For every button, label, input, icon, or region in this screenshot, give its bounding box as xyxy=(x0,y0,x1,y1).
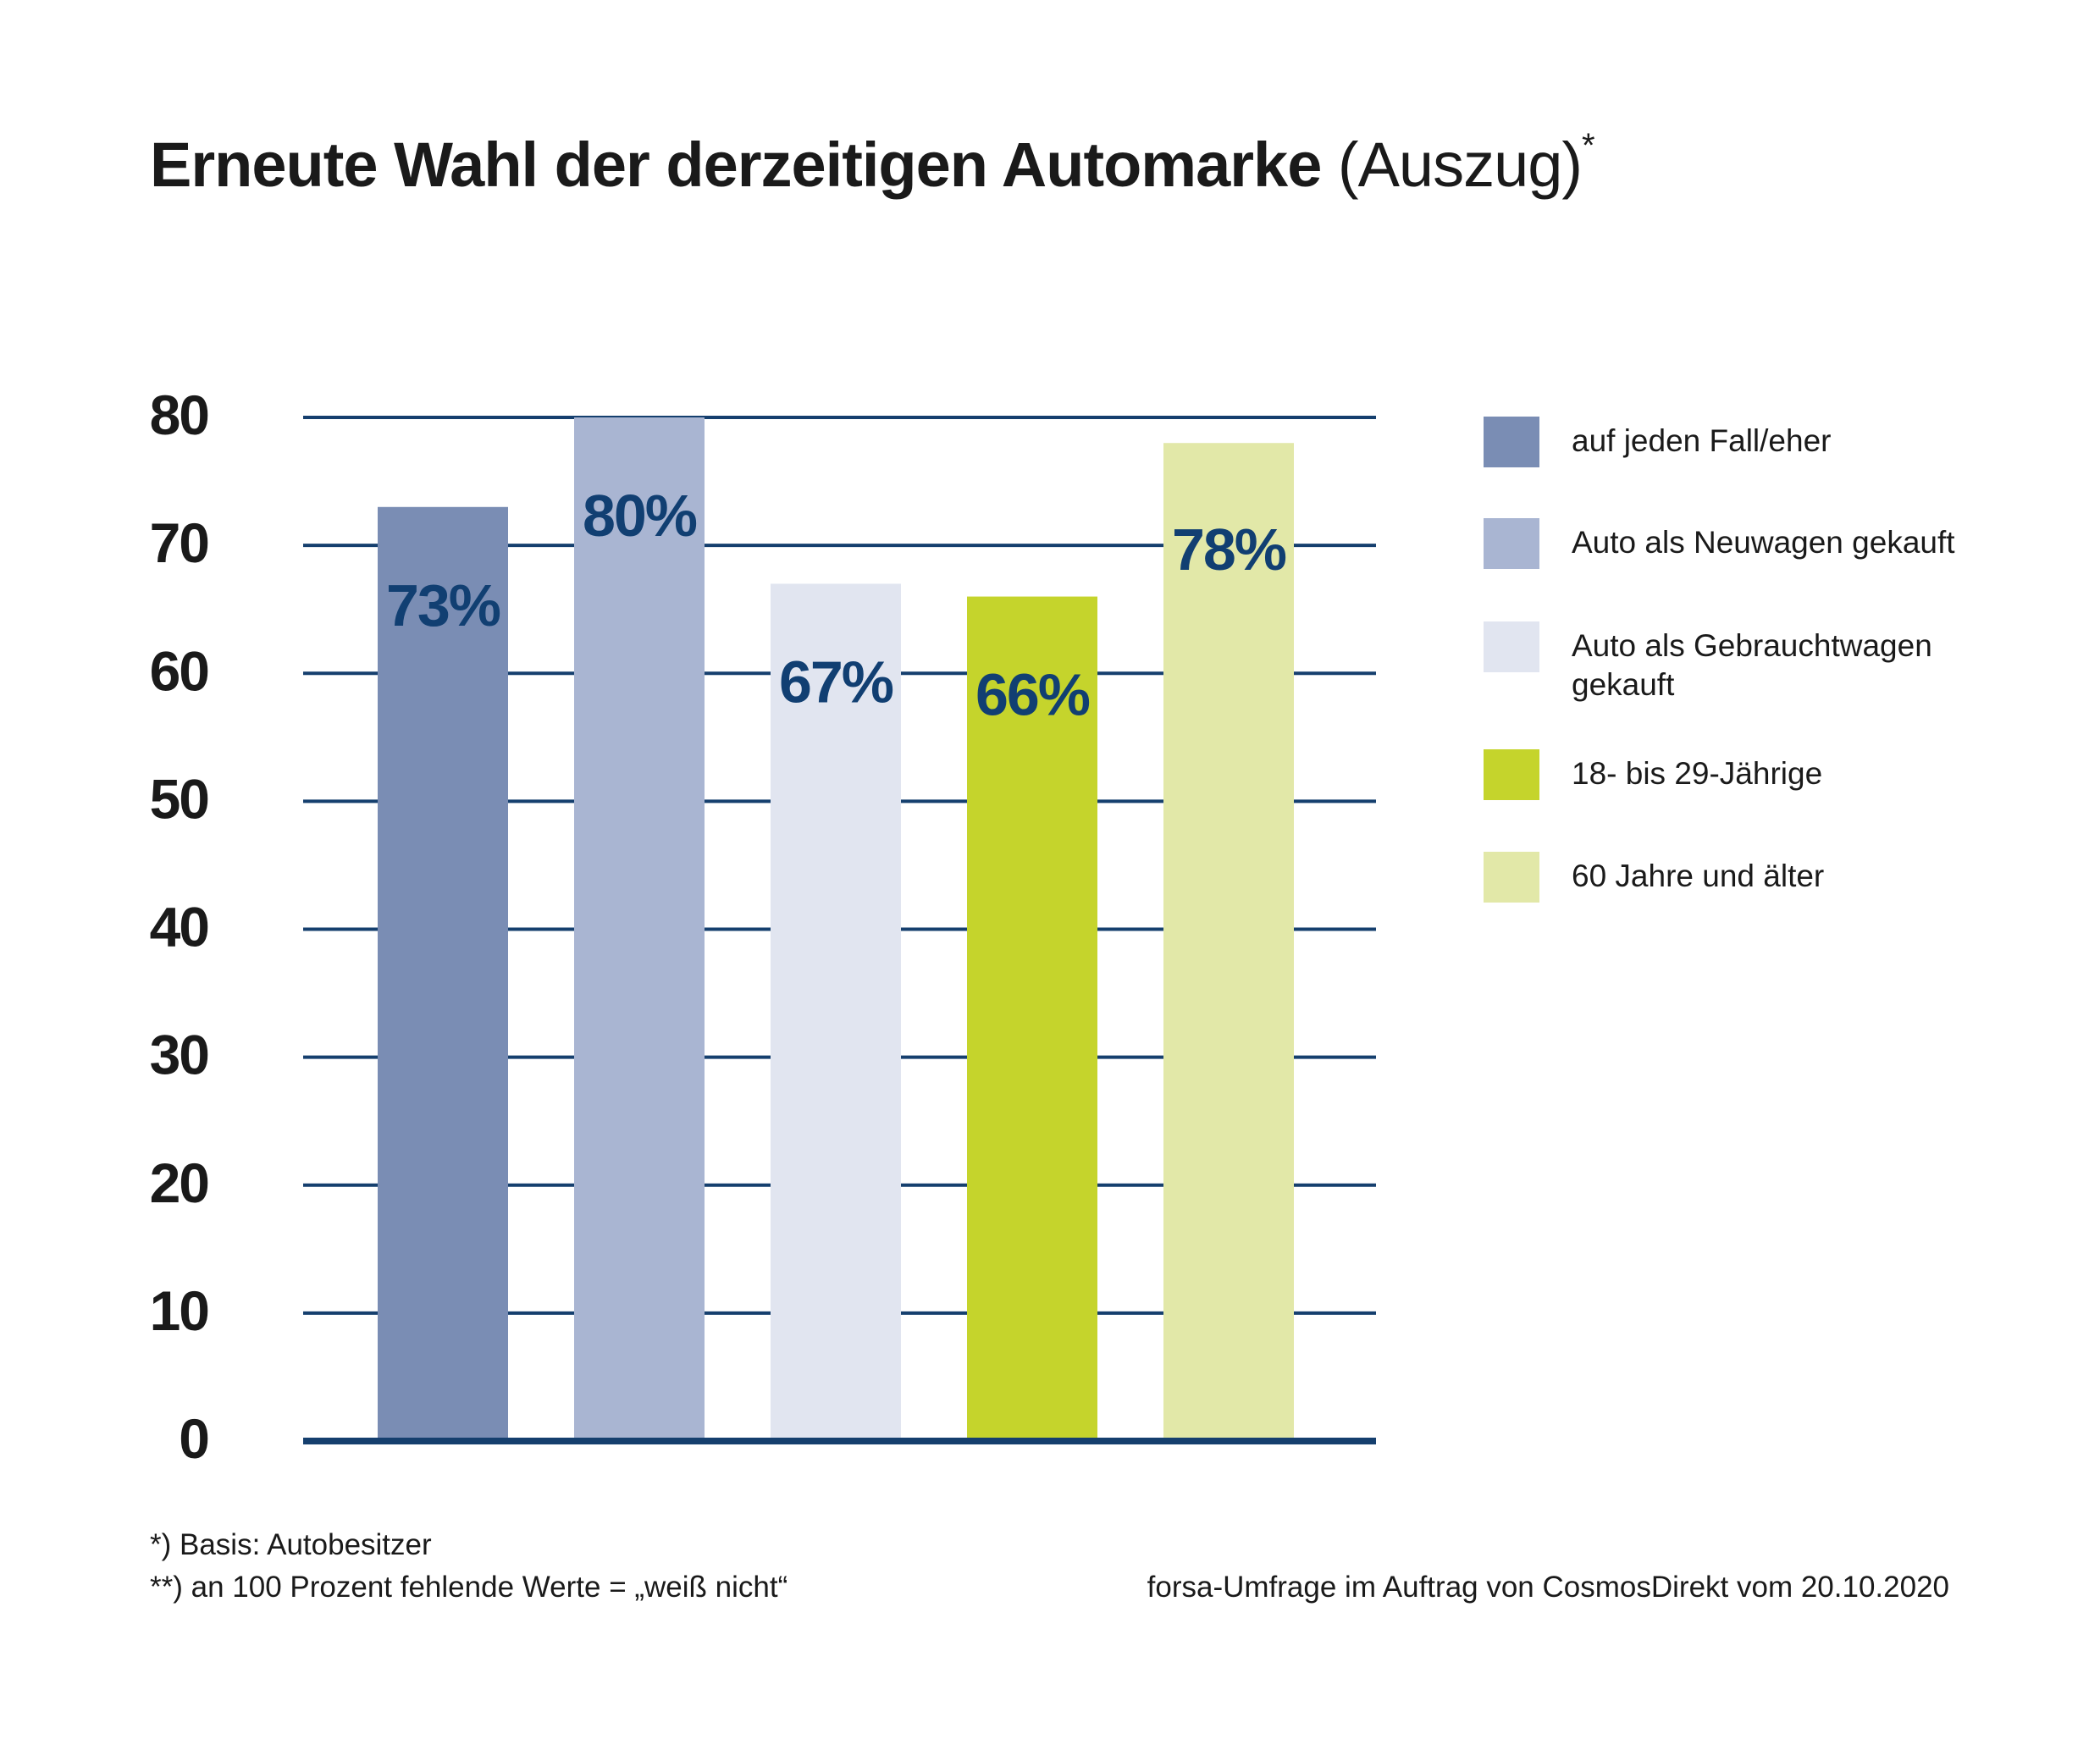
legend-label: 60 Jahre und älter xyxy=(1572,859,1825,893)
chart-title-star: * xyxy=(1582,127,1595,164)
footnote-basis: *) Basis: Autobesitzer xyxy=(150,1528,432,1561)
bar xyxy=(1163,443,1294,1441)
y-tick-label: 70 xyxy=(150,511,208,574)
bar xyxy=(378,506,508,1441)
legend-swatch xyxy=(1484,518,1539,569)
y-tick-label: 80 xyxy=(150,384,208,446)
legend-label: auf jeden Fall/eher xyxy=(1572,423,1832,458)
y-tick-label: 20 xyxy=(150,1151,208,1214)
chart-title-main: Erneute Wahl der derzeitigen Automarke xyxy=(150,130,1322,200)
footnote-missing: **) an 100 Prozent fehlende Werte = „wei… xyxy=(150,1571,788,1604)
legend-swatch xyxy=(1484,749,1539,800)
legend-label: 18- bis 29-Jährige xyxy=(1572,756,1823,791)
y-tick-label: 40 xyxy=(150,896,208,958)
y-tick-label: 60 xyxy=(150,639,208,702)
y-tick-label: 0 xyxy=(179,1407,208,1470)
data-label: 78% xyxy=(1172,516,1286,583)
y-tick-label: 30 xyxy=(150,1024,208,1086)
legend-item-18-29: 18- bis 29-Jährige xyxy=(1484,749,1822,800)
data-label: 80% xyxy=(583,483,697,549)
legend-swatch xyxy=(1484,621,1539,672)
footnotes: *) Basis: Autobesitzer **) an 100 Prozen… xyxy=(150,1524,788,1609)
data-label: 66% xyxy=(975,662,1090,728)
bar xyxy=(771,583,901,1441)
legend-label: Auto als Gebrauchtwagen gekauft xyxy=(1572,628,1932,702)
y-tick-label: 50 xyxy=(150,767,208,830)
source-note: forsa-Umfrage im Auftrag von CosmosDirek… xyxy=(1147,1571,1949,1604)
chart-title: Erneute Wahl der derzeitigen Automarke (… xyxy=(150,129,1595,196)
legend-label: Auto als Neuwagen gekauft xyxy=(1572,525,1955,560)
legend-item-60-plus: 60 Jahre und älter xyxy=(1484,852,1824,903)
chart-title-sub: (Auszug) xyxy=(1337,130,1583,200)
bar-chart: 80 70 60 50 40 30 20 10 0 73% 80% 67% 66% 78% xyxy=(150,384,1376,1470)
legend-item-auf-jeden-fall: auf jeden Fall/eher xyxy=(1484,417,1831,467)
legend-swatch xyxy=(1484,852,1539,903)
legend-swatch xyxy=(1484,417,1539,467)
bar xyxy=(967,596,1097,1441)
legend-item-neuwagen: Auto als Neuwagen gekauft xyxy=(1484,518,1955,569)
y-tick-label: 10 xyxy=(150,1279,208,1342)
data-label: 67% xyxy=(779,649,893,715)
bar xyxy=(574,417,705,1441)
legend-item-gebrauchtwagen: Auto als Gebrauchtwagen gekauft xyxy=(1484,621,1978,704)
data-label: 73% xyxy=(386,572,500,638)
